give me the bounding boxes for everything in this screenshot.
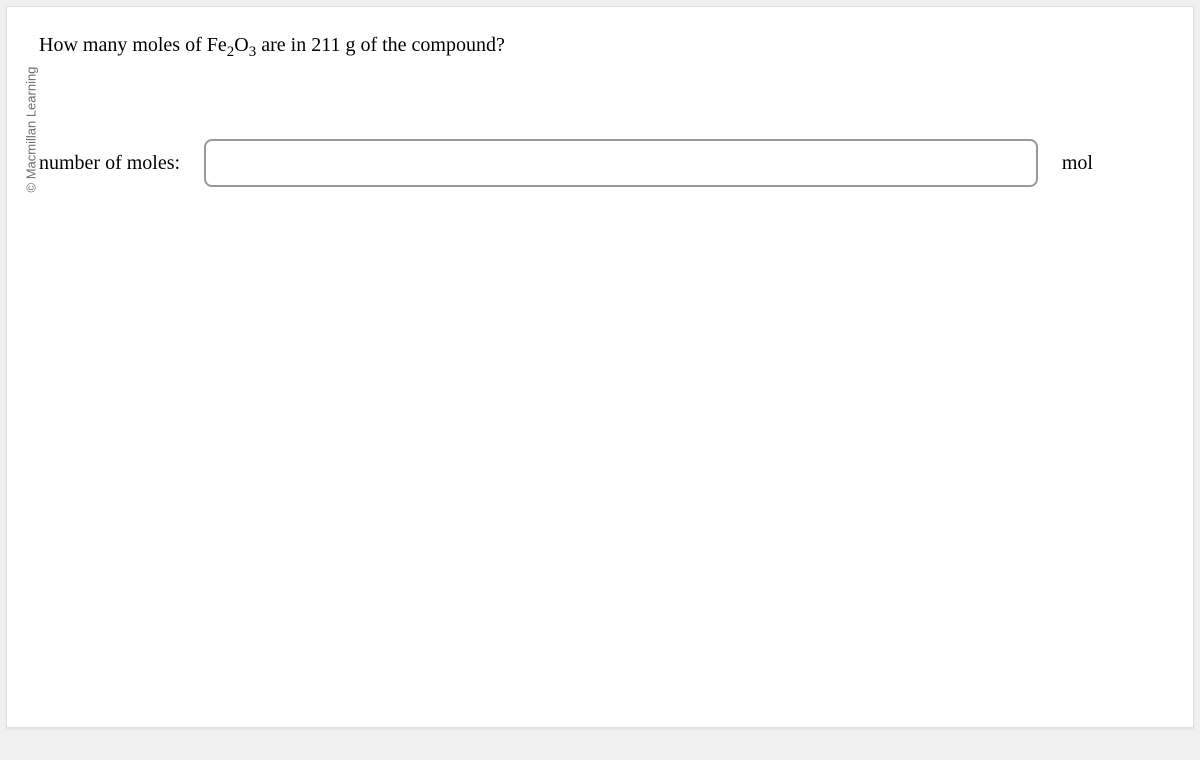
question-mid: O [234,34,248,56]
question-prefix: How many moles of Fe [39,34,227,56]
unit-label: mol [1062,152,1153,175]
copyright-text: © Macmillan Learning [24,33,39,193]
content-panel: © Macmillan Learning How many moles of F… [6,6,1194,728]
answer-input[interactable] [204,139,1038,187]
question-suffix: are in 211 g of the compound? [256,34,505,56]
page-container: © Macmillan Learning How many moles of F… [0,0,1200,760]
input-label: number of moles: [39,152,180,175]
answer-row: number of moles: mol [39,139,1153,187]
question-text: How many moles of Fe2O3 are in 211 g of … [39,31,1153,59]
question-area: How many moles of Fe2O3 are in 211 g of … [7,7,1193,211]
copyright-sidebar: © Macmillan Learning [11,17,31,217]
